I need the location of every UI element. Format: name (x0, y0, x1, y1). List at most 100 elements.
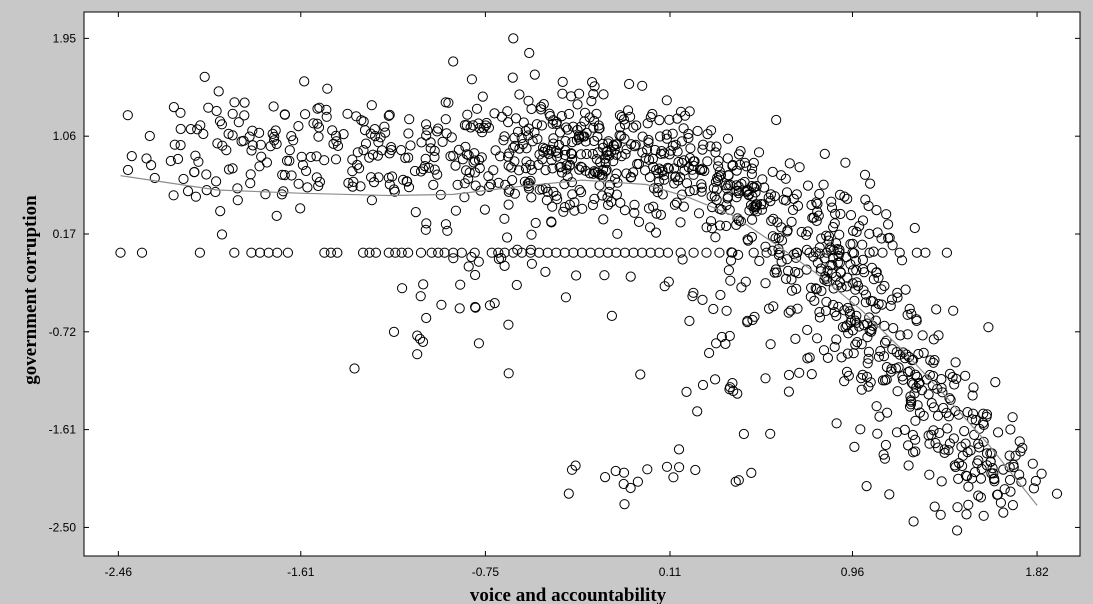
data-point (433, 123, 444, 134)
data-point (227, 108, 238, 119)
data-point (836, 352, 847, 363)
data-point (512, 126, 524, 137)
data-point (949, 460, 960, 471)
data-point (420, 224, 431, 235)
data-point (1036, 468, 1047, 479)
data-point (619, 247, 631, 258)
data-point (610, 465, 621, 477)
data-point (839, 305, 850, 316)
data-point (781, 187, 793, 198)
data-point (194, 247, 205, 258)
data-point (547, 118, 558, 129)
data-point (672, 175, 684, 186)
data-point (902, 309, 913, 320)
data-point (313, 131, 324, 142)
data-point (765, 428, 776, 439)
data-point (843, 370, 854, 381)
data-point (907, 429, 919, 441)
data-point (835, 208, 846, 220)
data-point (661, 133, 673, 144)
data-point (953, 473, 964, 484)
data-point (643, 203, 655, 214)
data-point (697, 379, 709, 391)
data-point (561, 160, 572, 171)
data-point (379, 121, 390, 132)
data-point (923, 389, 934, 400)
data-point (962, 471, 973, 482)
data-point (574, 88, 585, 99)
data-point (1007, 500, 1019, 511)
data-point (727, 160, 738, 171)
data-point (1007, 412, 1018, 423)
data-point (388, 184, 400, 195)
data-point (410, 207, 421, 218)
data-point (421, 312, 432, 324)
data-point (831, 310, 842, 321)
data-point (632, 476, 644, 487)
data-point (386, 144, 397, 156)
data-point (978, 436, 989, 447)
data-point (216, 119, 227, 130)
data-point (440, 219, 451, 230)
data-point (588, 88, 599, 100)
data-point (300, 109, 311, 120)
data-point (169, 139, 180, 150)
data-point (960, 370, 971, 381)
data-point (552, 194, 563, 205)
data-point (175, 140, 186, 151)
data-point (474, 123, 485, 134)
data-point (597, 164, 609, 175)
data-point (504, 184, 515, 195)
data-point (597, 138, 608, 149)
data-point (587, 148, 598, 160)
data-point (818, 179, 829, 190)
data-point (263, 247, 274, 258)
data-point (396, 145, 407, 156)
data-point (932, 383, 943, 394)
data-point (934, 427, 945, 439)
data-point (765, 189, 777, 200)
data-point (860, 289, 872, 300)
data-point (670, 139, 681, 150)
data-point (747, 163, 758, 174)
data-point (469, 167, 481, 178)
data-point (618, 478, 629, 490)
x-tick-label: -1.61 (287, 565, 315, 579)
data-point (626, 139, 637, 150)
data-point (727, 247, 738, 258)
data-point (901, 349, 912, 360)
data-point (975, 492, 987, 503)
data-point (950, 357, 961, 368)
data-point (535, 101, 547, 113)
data-point (659, 148, 670, 159)
data-point (655, 209, 667, 220)
data-point (366, 100, 377, 111)
data-point (542, 247, 553, 258)
data-point (760, 278, 771, 289)
data-point (887, 240, 898, 251)
data-point (503, 199, 514, 210)
data-point (422, 125, 433, 136)
data-point (931, 304, 942, 315)
data-point (560, 136, 571, 147)
data-point (616, 151, 627, 162)
data-point (881, 209, 892, 220)
data-point (534, 247, 545, 258)
data-point (508, 33, 519, 44)
data-point (473, 154, 485, 166)
data-point (624, 78, 635, 90)
data-point (400, 152, 411, 164)
data-point (759, 182, 770, 193)
data-point (821, 247, 832, 258)
data-point (629, 207, 640, 218)
data-point (653, 168, 664, 179)
data-point (440, 97, 451, 108)
data-point (910, 415, 921, 426)
data-point (286, 170, 297, 181)
data-point (828, 283, 839, 294)
data-point (293, 121, 304, 132)
data-point (254, 127, 265, 138)
data-point (652, 183, 664, 194)
data-point (1051, 488, 1063, 499)
